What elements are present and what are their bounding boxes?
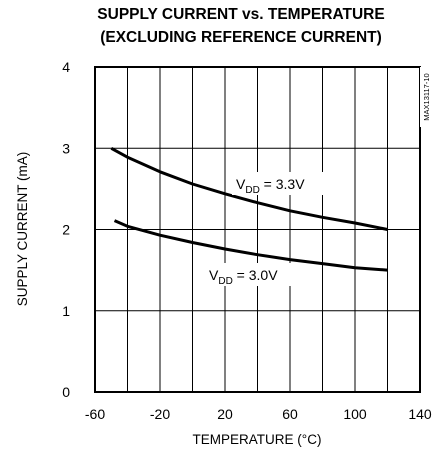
x-axis-label: TEMPERATURE (°C) <box>193 432 322 447</box>
y-tick-label: 3 <box>62 140 70 156</box>
label-33-v: V <box>236 176 246 192</box>
x-tick-label: 100 <box>343 406 367 422</box>
series-label-box-33 <box>232 172 326 195</box>
label-30-sub: DD <box>218 276 232 287</box>
label-33-rest: = 3.3V <box>260 176 305 192</box>
y-axis-label: SUPPLY CURRENT (mA) <box>15 152 30 307</box>
x-tick-label: -60 <box>85 406 105 422</box>
y-tick-label: 0 <box>62 384 70 400</box>
y-tick-label: 2 <box>62 222 70 238</box>
label-33-sub: DD <box>245 185 259 196</box>
x-tick-label: 20 <box>217 406 233 422</box>
x-tick-labels: -60 -20 20 60 100 140 <box>85 406 432 422</box>
y-tick-labels: 0 1 2 3 4 <box>62 59 70 400</box>
chart-title: SUPPLY CURRENT vs. TEMPERATURE <box>97 6 384 23</box>
series-label-33: VDD = 3.3V <box>236 176 305 196</box>
label-30-rest: = 3.0V <box>233 267 278 283</box>
y-tick-label: 1 <box>62 303 70 319</box>
plot-frame <box>94 66 421 393</box>
series-label-30: VDD = 3.0V <box>209 267 278 287</box>
chart-subtitle: (EXCLUDING REFERENCE CURRENT) <box>100 29 382 46</box>
code-label-box <box>420 67 432 127</box>
x-tick-label: 140 <box>408 406 432 422</box>
x-tick-label: 60 <box>282 406 298 422</box>
series-lines <box>110 146 388 272</box>
x-tick-label: -20 <box>150 406 170 422</box>
series-line-1 <box>113 219 388 272</box>
y-tick-label: 4 <box>62 59 70 75</box>
code-label: MAX13117-10 <box>422 73 431 120</box>
series-label-box-30 <box>206 263 300 286</box>
series-line-0 <box>110 146 388 231</box>
label-30-v: V <box>209 267 219 283</box>
